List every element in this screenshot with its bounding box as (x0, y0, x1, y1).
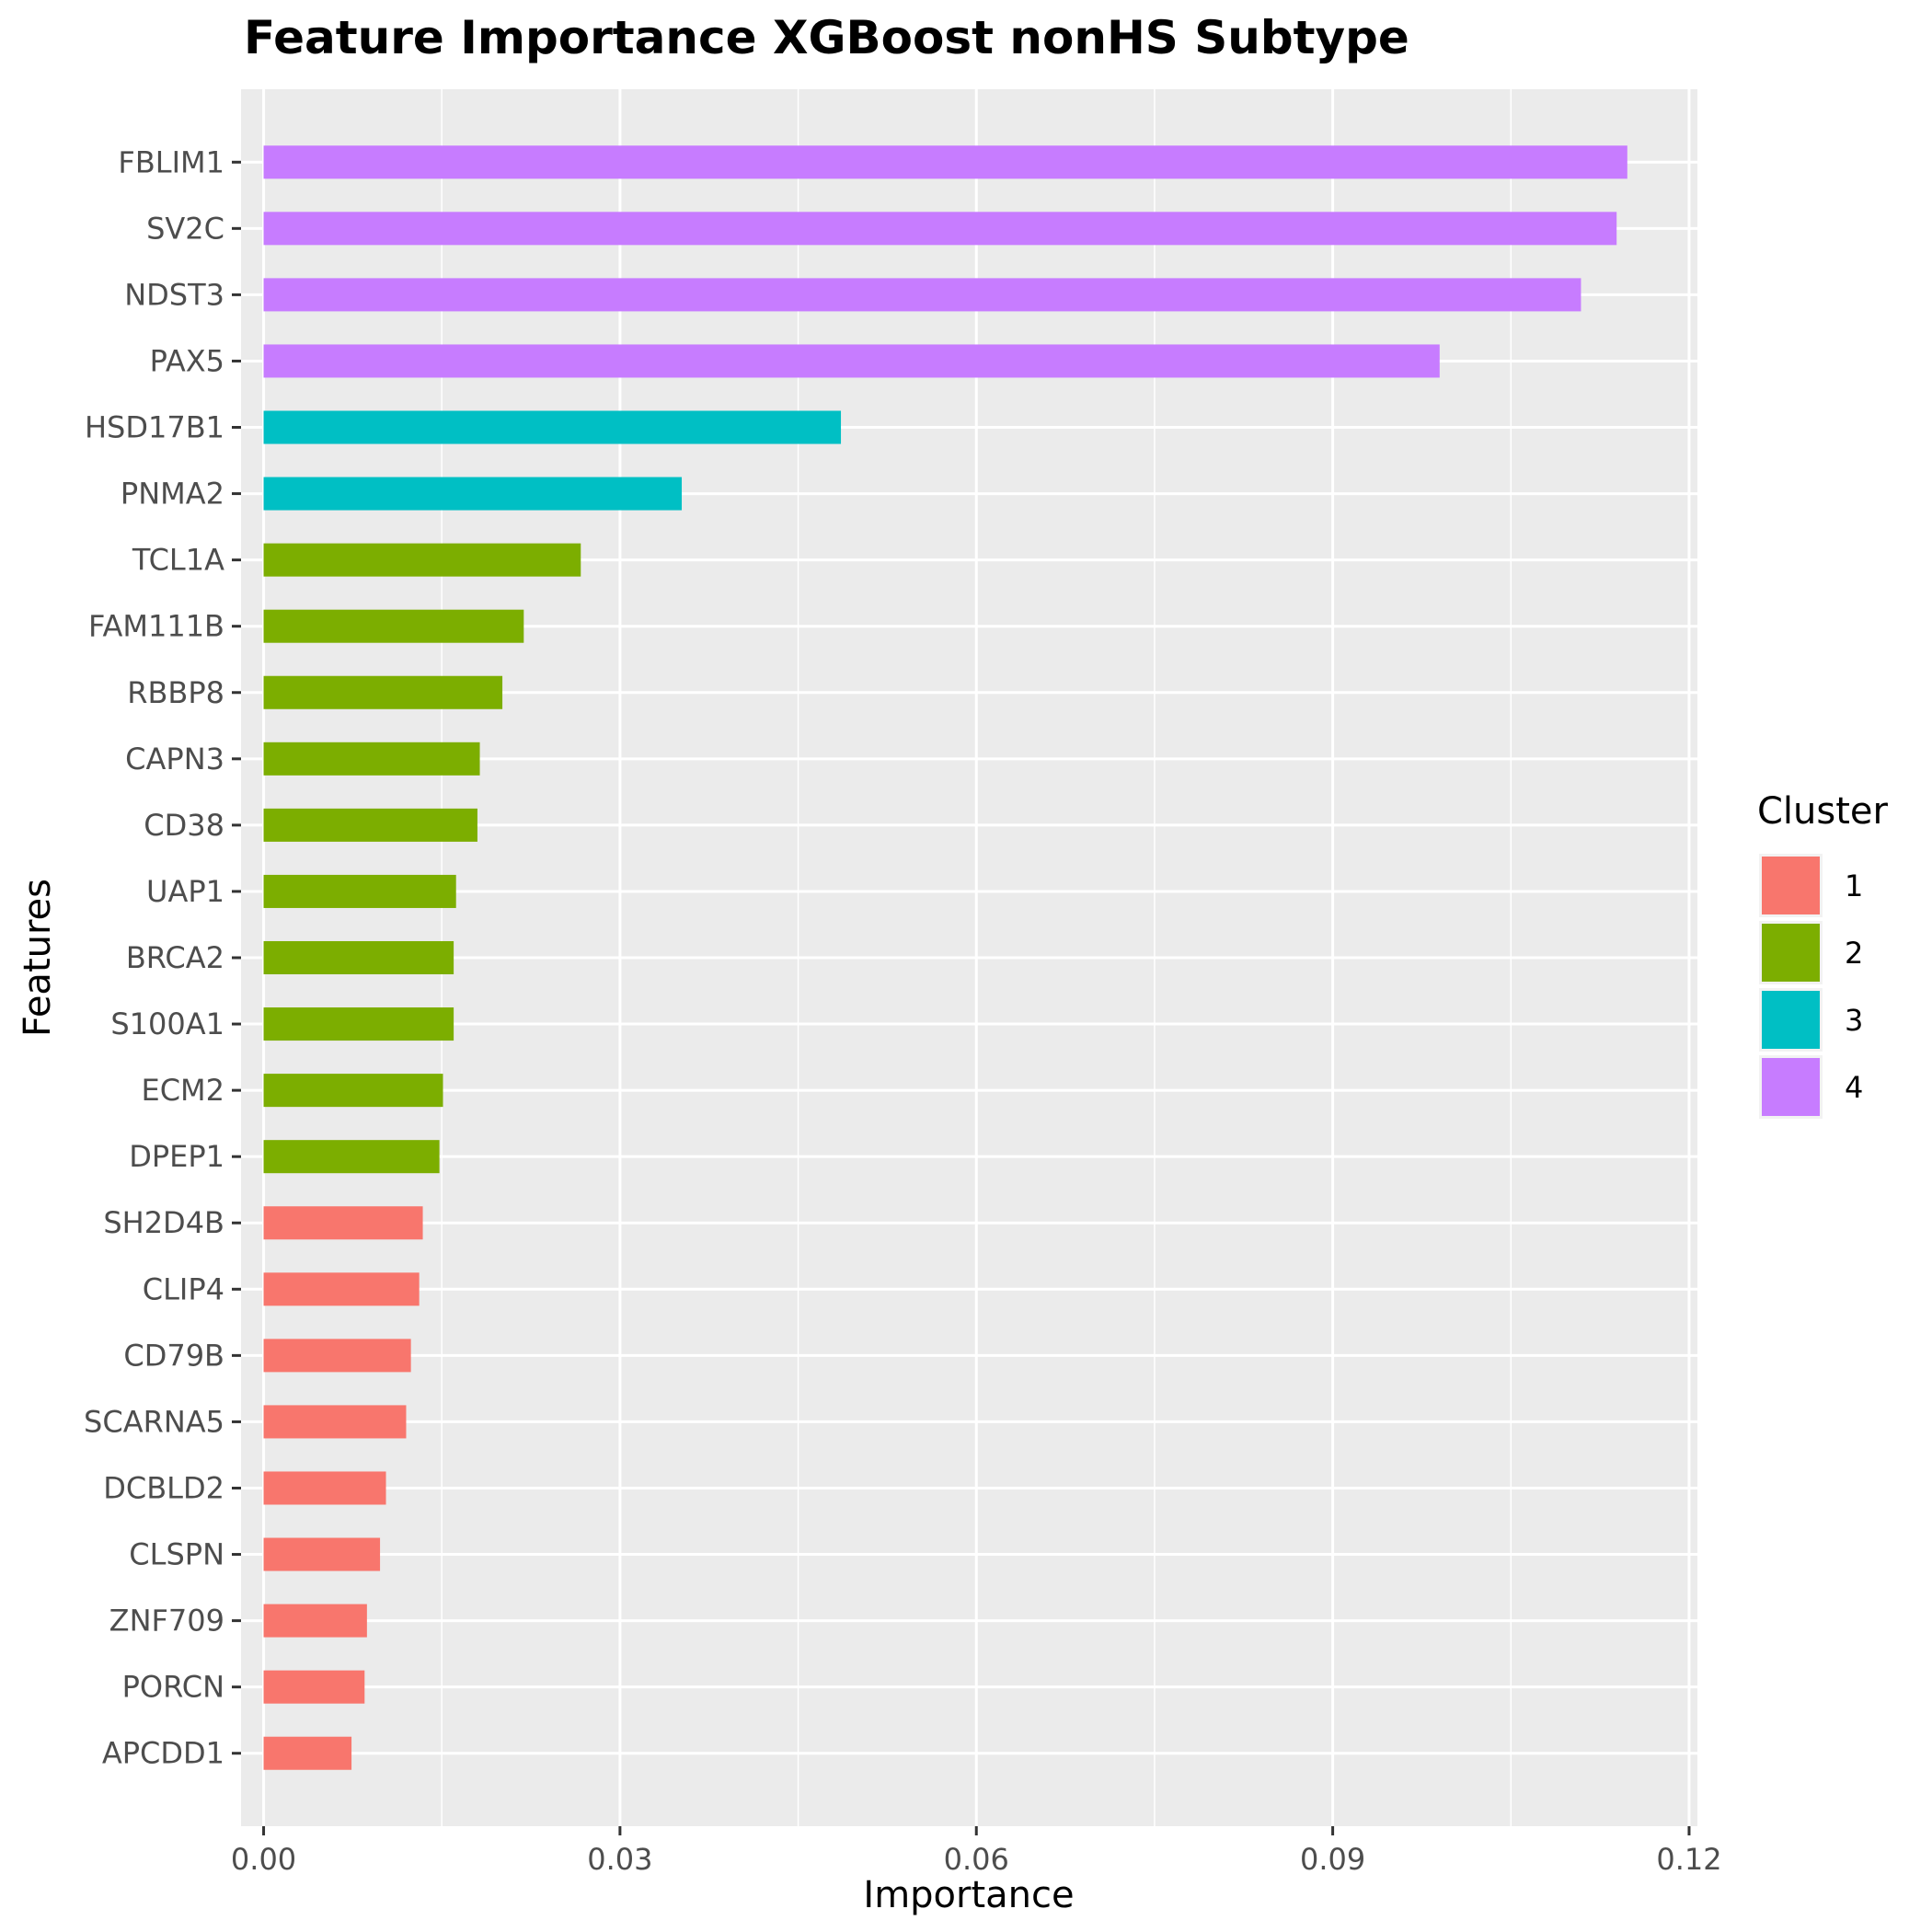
bar-capn3 (263, 742, 480, 776)
y-tick-label: NDST3 (124, 277, 224, 312)
y-tick-label: TCL1A (132, 543, 224, 578)
bar-dpep1 (263, 1140, 440, 1174)
y-tick-label: CAPN3 (125, 742, 224, 776)
legend-swatch-1 (1762, 857, 1820, 914)
y-tick-label: ECM2 (141, 1073, 224, 1108)
bar-fam111b (263, 609, 524, 643)
x-tick-label: 0.09 (1300, 1842, 1365, 1877)
bar-brca2 (263, 940, 454, 975)
chart-title: Feature Importance XGBoost nonHS Subtype (244, 11, 1409, 64)
bar-ecm2 (263, 1074, 443, 1108)
y-tick-label: DPEP1 (129, 1139, 224, 1174)
y-tick-label: BRCA2 (126, 940, 224, 975)
y-tick-label: S100A1 (110, 1006, 224, 1041)
legend-label-4: 4 (1845, 1070, 1863, 1105)
bar-pnma2 (263, 477, 683, 511)
x-axis: 0.00 0.03 0.06 0.09 0.12 (231, 1826, 1722, 1877)
bar-sh2d4b (263, 1206, 423, 1240)
y-tick-label: FAM111B (88, 609, 224, 644)
legend-label-3: 3 (1845, 1003, 1863, 1038)
bar-clspn (263, 1537, 381, 1571)
y-tick-label: UAP1 (146, 874, 224, 909)
y-tick-label: ZNF709 (109, 1604, 224, 1639)
y-tick-label: SH2D4B (103, 1205, 224, 1240)
bar-clip4 (263, 1272, 420, 1306)
bar-fblim1 (263, 145, 1627, 179)
legend-swatch-2 (1762, 924, 1820, 982)
bar-porcn (263, 1670, 365, 1704)
legend: Cluster 1 2 3 4 (1757, 790, 1889, 1119)
bars (263, 145, 1627, 1770)
y-axis: FBLIM1 SV2C NDST3 PAX5 HSD17B1 PNMA2 TCL1A FAM1… (84, 144, 241, 1771)
legend-swatch-4 (1762, 1058, 1820, 1116)
bar-cd38 (263, 808, 477, 842)
y-tick-label: CLSPN (129, 1537, 224, 1572)
bar-s100a1 (263, 1007, 454, 1041)
y-tick-label: RBBP8 (127, 675, 224, 710)
y-tick-label: SV2C (146, 211, 224, 246)
y-tick-label: HSD17B1 (85, 410, 224, 445)
bar-tcl1a (263, 543, 581, 577)
bar-hsd17b1 (263, 410, 842, 444)
x-axis-title: Importance (863, 1874, 1074, 1916)
legend-label-1: 1 (1845, 868, 1863, 903)
bar-cd79b (263, 1339, 411, 1373)
x-tick-label: 0.06 (944, 1842, 1009, 1877)
x-tick-label: 0.00 (231, 1842, 296, 1877)
y-tick-label: CD38 (144, 808, 224, 843)
bar-sv2c (263, 212, 1617, 246)
bar-apcdd1 (263, 1736, 352, 1770)
bar-scarna5 (263, 1405, 407, 1439)
bar-znf709 (263, 1604, 367, 1638)
x-tick-label: 0.12 (1656, 1842, 1721, 1877)
y-tick-label: FBLIM1 (118, 144, 224, 179)
x-tick-label: 0.03 (587, 1842, 652, 1877)
legend-title: Cluster (1757, 790, 1889, 833)
y-axis-title: Features (17, 879, 59, 1037)
y-tick-label: CLIP4 (143, 1271, 224, 1306)
bar-uap1 (263, 874, 456, 908)
bar-pax5 (263, 344, 1440, 378)
bar-rbbp8 (263, 675, 503, 709)
bar-dcbld2 (263, 1471, 386, 1505)
legend-label-2: 2 (1845, 936, 1863, 971)
bar-ndst3 (263, 278, 1581, 312)
y-tick-label: PAX5 (150, 343, 224, 378)
y-tick-label: CD79B (123, 1338, 224, 1373)
y-tick-label: DCBLD2 (103, 1470, 224, 1505)
y-tick-label: APCDD1 (102, 1736, 224, 1771)
y-tick-label: PORCN (122, 1670, 224, 1705)
y-tick-label: SCARNA5 (84, 1404, 224, 1439)
y-tick-label: PNMA2 (121, 477, 224, 512)
legend-swatch-3 (1762, 991, 1820, 1049)
